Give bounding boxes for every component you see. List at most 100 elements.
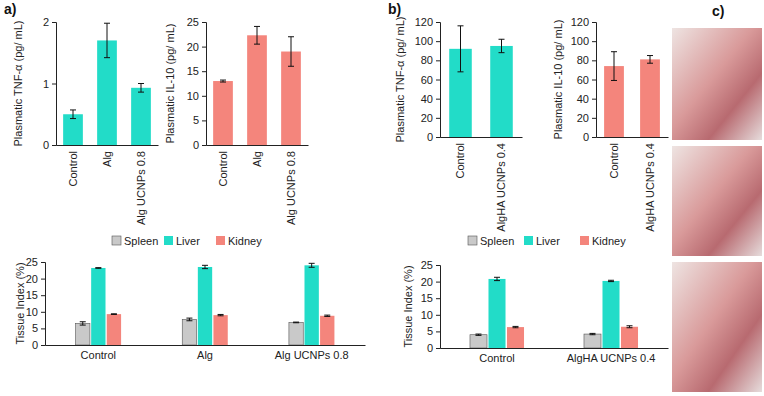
- bar: [247, 35, 267, 145]
- error-bar: [608, 280, 614, 281]
- error-line: [501, 39, 502, 52]
- error-bar: [309, 263, 315, 267]
- error-bar: [475, 334, 481, 335]
- photo: [672, 262, 762, 392]
- tick-label: 0: [32, 339, 38, 351]
- y-tick: 2: [43, 16, 56, 28]
- x-tick: Alg UCNPs 0.8: [285, 151, 297, 225]
- tick-label: 1: [43, 78, 49, 90]
- tick-label: Alg UCNPs 0.8: [275, 349, 349, 361]
- error-cap: [309, 263, 315, 264]
- tick-mark: [436, 118, 440, 119]
- x-tick: Alg: [251, 151, 263, 167]
- photo: [672, 146, 762, 256]
- x-axis: ControlAlgAlg UCNPs 0.8: [46, 346, 366, 361]
- error-cap: [218, 314, 224, 315]
- error-line: [614, 52, 615, 81]
- y-axis-line: [592, 23, 597, 138]
- error-cap: [627, 327, 633, 328]
- bar: [198, 267, 212, 345]
- error-bar: [220, 80, 226, 82]
- tick-mark: [592, 41, 596, 42]
- error-cap: [293, 322, 299, 323]
- error-bar: [111, 313, 117, 315]
- tick-label: 0: [427, 131, 433, 143]
- y-axis: 0510152025: [26, 256, 46, 351]
- legend-swatch: [216, 236, 225, 245]
- tick-mark: [592, 80, 596, 81]
- error-cap: [80, 325, 86, 326]
- error-cap: [309, 267, 315, 268]
- tick-mark: [592, 60, 596, 61]
- tick-mark: [41, 295, 45, 296]
- tick-label: 40: [577, 93, 589, 105]
- tick-mark: [202, 22, 206, 23]
- tick-mark: [202, 120, 206, 121]
- legend-swatch: [164, 236, 173, 245]
- tick-label: 0: [427, 342, 433, 354]
- tick-label: Alg: [251, 151, 263, 167]
- error-bar: [138, 84, 144, 93]
- tick-label: 20: [577, 112, 589, 124]
- error-cap: [202, 265, 208, 266]
- tick-mark: [436, 331, 440, 332]
- x-tick: AlgHA UCNPs 0.4: [495, 143, 507, 232]
- tick-label: 120: [571, 16, 589, 28]
- x-tick: Control: [608, 143, 620, 178]
- plot-area: [604, 52, 660, 137]
- error-cap: [611, 51, 617, 52]
- x-axis: ControlAlgAlg UCNPs 0.8: [207, 146, 309, 225]
- bar: [488, 279, 505, 348]
- tick-label: Alg UCNPs 0.8: [135, 151, 147, 225]
- error-line: [141, 84, 142, 93]
- legend-swatch: [468, 236, 477, 245]
- tick-mark: [592, 22, 596, 23]
- error-bar: [324, 315, 330, 316]
- x-tick: Control: [454, 143, 466, 178]
- bar: [63, 114, 83, 145]
- bar: [213, 81, 233, 145]
- error-cap: [104, 57, 110, 58]
- y-tick: 0: [427, 342, 440, 354]
- bar: [507, 327, 524, 348]
- tick-label: 10: [26, 306, 38, 318]
- y-tick: 15: [26, 289, 45, 301]
- error-cap: [111, 314, 117, 315]
- error-bar: [458, 26, 464, 72]
- x-tick: Control: [479, 352, 514, 364]
- plot-area: [470, 277, 638, 348]
- legend-swatch: [580, 236, 589, 245]
- y-axis: 0510152025: [187, 16, 207, 151]
- error-cap: [589, 334, 595, 335]
- error-cap: [293, 322, 299, 323]
- tick-label: 15: [421, 292, 433, 304]
- y-tick: 25: [26, 256, 45, 268]
- tick-mark: [202, 47, 206, 48]
- bar: [289, 322, 303, 345]
- y-axis-line: [52, 23, 57, 146]
- error-line: [311, 263, 312, 267]
- y-tick: 60: [421, 74, 440, 86]
- chart: 012ControlAlgAlg UCNPs 0.8Plasmatic TNF-…: [12, 16, 159, 225]
- tick-label: 25: [421, 259, 433, 271]
- x-axis-line: [57, 145, 159, 146]
- tick-label: 20: [26, 273, 38, 285]
- y-tick: 100: [571, 35, 596, 47]
- legend: SpleenLiverKidney: [112, 235, 262, 247]
- error-cap: [254, 44, 260, 45]
- tick-label: 0: [583, 131, 589, 143]
- error-cap: [608, 281, 614, 282]
- tick-label: 2: [43, 16, 49, 28]
- x-axis-line: [441, 348, 669, 349]
- legend: SpleenLiverKidney: [468, 235, 626, 247]
- tick-mark: [202, 96, 206, 97]
- bar: [490, 46, 513, 137]
- y-tick: 80: [421, 54, 440, 66]
- y-tick: 0: [43, 139, 56, 151]
- tick-mark: [436, 315, 440, 316]
- tick-mark: [436, 265, 440, 266]
- tick-label: 0: [43, 139, 49, 151]
- tick-label: 20: [421, 112, 433, 124]
- tick-label: 20: [421, 276, 433, 288]
- legend-label: Liver: [536, 235, 560, 247]
